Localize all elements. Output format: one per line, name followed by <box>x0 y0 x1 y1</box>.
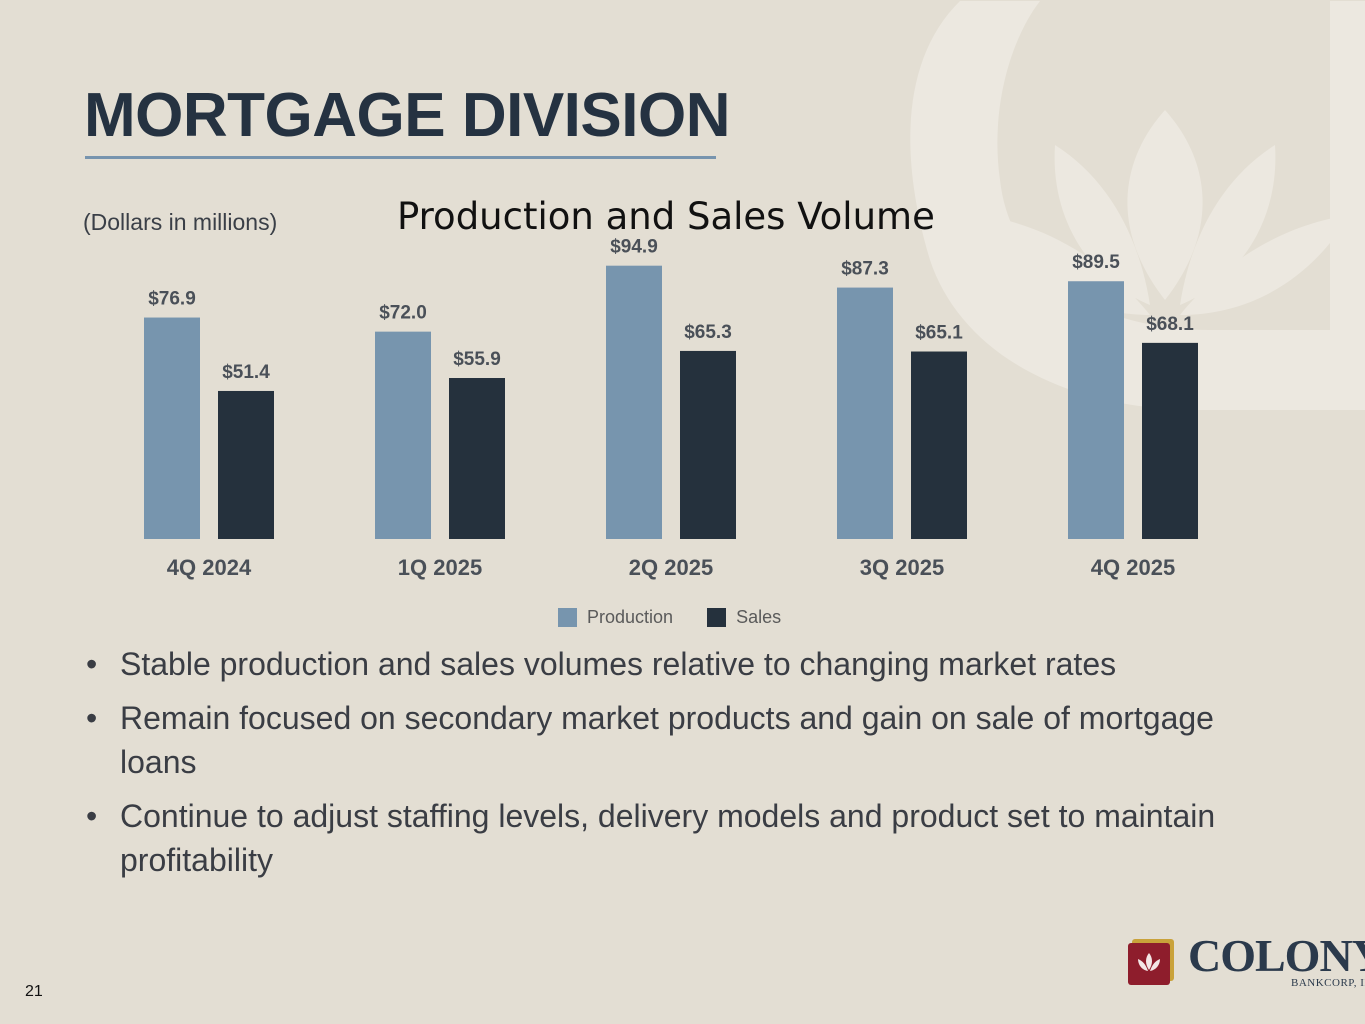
bar-sales-0 <box>218 390 274 539</box>
data-label-production-1: $72.0 <box>379 303 427 324</box>
bullet-marker: • <box>86 700 98 736</box>
x-tick-label: 4Q 2025 <box>1091 555 1175 580</box>
legend-label-sales: Sales <box>736 607 782 627</box>
lotus-icon <box>1128 939 1174 985</box>
bar-sales-3 <box>911 351 967 539</box>
x-tick-label: 4Q 2024 <box>167 555 252 580</box>
legend-item-production: Production <box>558 607 673 628</box>
company-logo: COLONY BANKCORP, INC. <box>1128 933 1365 989</box>
data-label-production-4: $89.5 <box>1072 252 1120 273</box>
bar-sales-2 <box>680 350 736 539</box>
chart-title: Production and Sales Volume <box>397 195 935 238</box>
page-number: 21 <box>25 983 43 1000</box>
data-label-sales-1: $55.9 <box>453 349 501 370</box>
data-label-sales-0: $51.4 <box>222 362 270 383</box>
data-label-production-0: $76.9 <box>148 289 196 310</box>
bar-production-1 <box>375 331 431 539</box>
bar-chart: $76.9 $51.4 4Q 2024 $72.0 $55.9 1Q 2025 $94.9 $… <box>144 237 1198 580</box>
data-label-sales-3: $65.1 <box>915 323 963 344</box>
bar-production-0 <box>144 317 200 539</box>
logo-wordmark: COLONY <box>1188 930 1365 981</box>
legend-item-sales: Sales <box>707 607 781 628</box>
legend-swatch-sales <box>707 608 727 627</box>
bullet-text: Stable production and sales volumes rela… <box>120 646 1117 682</box>
bullet-marker: • <box>86 646 98 682</box>
logo-subtitle: BANKCORP, INC. <box>1291 977 1365 989</box>
data-label-production-3: $87.3 <box>841 259 889 280</box>
bullet-item: • Stable production and sales volumes rel… <box>86 642 1236 686</box>
bullet-marker: • <box>86 798 98 834</box>
bullet-text: Continue to adjust staffing levels, deli… <box>120 798 1216 878</box>
data-label-production-2: $94.9 <box>610 237 658 258</box>
page-title: MORTGAGE DIVISION <box>84 81 730 150</box>
bar-production-3 <box>837 287 893 539</box>
data-label-sales-4: $68.1 <box>1146 314 1194 335</box>
bullet-text: Remain focused on secondary market produ… <box>120 700 1214 780</box>
bullet-list: • Stable production and sales volumes rel… <box>86 642 1236 892</box>
legend-label-production: Production <box>587 607 674 627</box>
bullet-item: • Continue to adjust staffing levels, del… <box>86 794 1236 882</box>
bullet-item: • Remain focused on secondary market prod… <box>86 696 1236 784</box>
title-underline <box>85 156 716 159</box>
bar-sales-4 <box>1142 342 1198 539</box>
bar-production-2 <box>606 265 662 539</box>
x-tick-label: 3Q 2025 <box>860 555 944 580</box>
bar-production-4 <box>1068 281 1124 539</box>
data-label-sales-2: $65.3 <box>684 322 732 343</box>
x-tick-label: 2Q 2025 <box>629 555 713 580</box>
units-note: (Dollars in millions) <box>83 209 278 235</box>
chart-legend: Production Sales <box>558 607 815 628</box>
legend-swatch-production <box>558 608 577 627</box>
bar-sales-1 <box>449 378 505 539</box>
x-tick-label: 1Q 2025 <box>398 555 482 580</box>
